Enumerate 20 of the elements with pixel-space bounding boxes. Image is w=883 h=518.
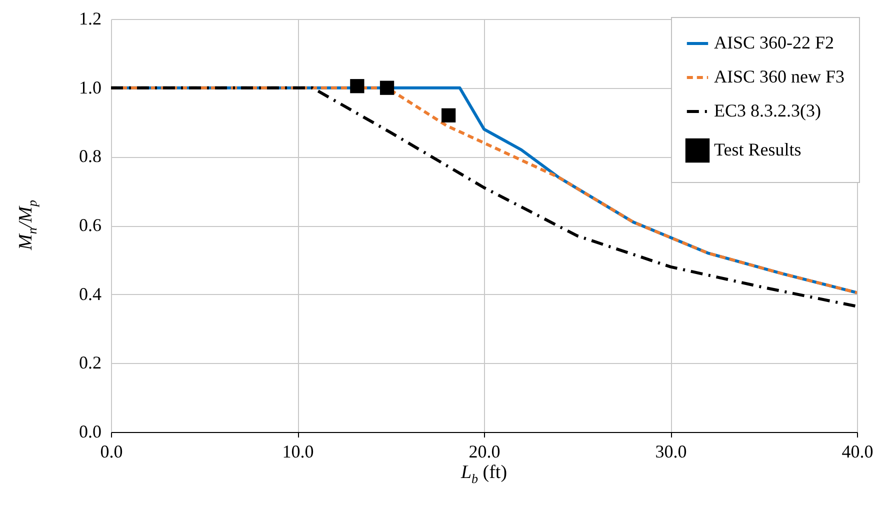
y-tick-label: 0.2 (79, 352, 102, 373)
x-tick-label: 20.0 (468, 442, 500, 462)
y-tick-label: 0.6 (79, 215, 102, 235)
x-tick-label: 40.0 (842, 442, 874, 462)
y-tick-label: 0.0 (79, 422, 102, 442)
legend-label: Test Results (714, 140, 802, 160)
point (380, 80, 394, 95)
y-tick-label: 1.0 (79, 77, 102, 98)
legend-label: AISC 360 new F3 (714, 66, 845, 86)
x-tick-label: 10.0 (282, 442, 314, 462)
x-tick-label: 30.0 (655, 442, 687, 462)
legend-label: AISC 360-22 F2 (714, 32, 834, 52)
point (350, 79, 364, 94)
point (441, 108, 456, 122)
x-axis-title: L$_{b}$ (ft) (460, 462, 508, 487)
y-tick-label: 0.4 (79, 284, 102, 304)
y-tick-label: 0.8 (79, 146, 102, 166)
x-tick-label: 0.0 (100, 442, 123, 462)
legend-label: EC3 8.3.2.3(3) (714, 100, 821, 120)
y-tick-label: 1.2 (79, 8, 102, 28)
